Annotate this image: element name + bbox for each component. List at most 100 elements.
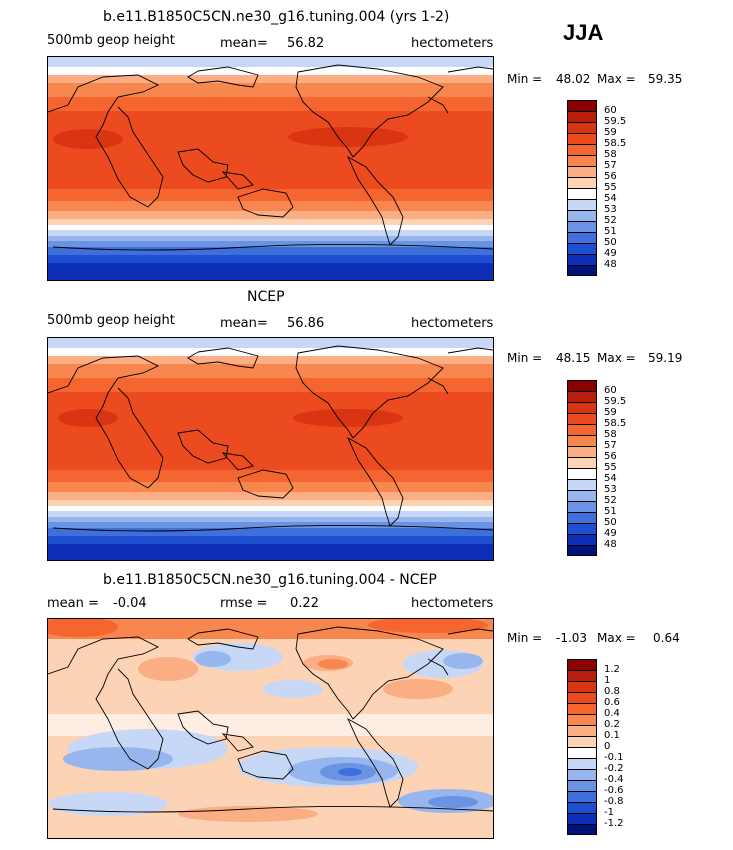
colorbar-swatch: [568, 458, 596, 469]
colorbar-swatch: [568, 266, 596, 275]
colorbar-label: 60: [604, 385, 617, 396]
colorbar-label: -0.1: [604, 752, 624, 763]
panel-2-colorbar: [567, 380, 597, 556]
panel-1-min-value: 48.02: [556, 72, 591, 86]
colorbar-swatch: [568, 660, 596, 671]
panel-3-max-value: 0.64: [653, 631, 680, 645]
colorbar-label: 48: [604, 259, 617, 270]
panel-3-rmse-label: rmse =: [220, 596, 268, 611]
colorbar-swatch: [568, 211, 596, 222]
colorbar-label: -0.4: [604, 774, 624, 785]
colorbar-label: 58: [604, 149, 617, 160]
colorbar-label: 49: [604, 528, 617, 539]
colorbar-label: 56: [604, 451, 617, 462]
colorbar-label: 0.4: [604, 708, 620, 719]
colorbar-label: 0.2: [604, 719, 620, 730]
colorbar-swatch: [568, 535, 596, 546]
colorbar-label: 59.5: [604, 396, 627, 407]
colorbar-swatch: [568, 513, 596, 524]
colorbar-swatch: [568, 112, 596, 123]
colorbar-label: 54: [604, 193, 617, 204]
colorbar-swatch: [568, 447, 596, 458]
colorbar-label: 52: [604, 495, 617, 506]
colorbar-swatch: [568, 381, 596, 392]
season-label: JJA: [563, 20, 604, 45]
colorbar-swatch: [568, 546, 596, 555]
colorbar-label: 53: [604, 484, 617, 495]
panel-3-max-label: Max =: [597, 631, 636, 645]
panel-3-rmse-value: 0.22: [290, 596, 319, 611]
panel-2-mean-label: mean=: [220, 316, 268, 331]
panel-3-mean-label: mean =: [47, 596, 99, 611]
colorbar-swatch: [568, 145, 596, 156]
colorbar-swatch: [568, 803, 596, 814]
colorbar-swatch: [568, 189, 596, 200]
panel-1-min-label: Min =: [507, 72, 543, 86]
panel-1-variable-label: 500mb geop height: [47, 33, 175, 48]
colorbar-label: 1: [604, 675, 611, 686]
colorbar-label: 53: [604, 204, 617, 215]
colorbar-swatch: [568, 825, 596, 834]
colorbar-label: 60: [604, 105, 617, 116]
colorbar-swatch: [568, 469, 596, 480]
panel-1-map: [47, 56, 494, 281]
colorbar-swatch: [568, 770, 596, 781]
colorbar-swatch: [568, 436, 596, 447]
panel-2-max-label: Max =: [597, 351, 636, 365]
colorbar-label: 59: [604, 127, 617, 138]
colorbar-label: 48: [604, 539, 617, 550]
panel-1-max-value: 59.35: [648, 72, 683, 86]
colorbar-swatch: [568, 392, 596, 403]
colorbar-label: 0.8: [604, 686, 620, 697]
colorbar-label: 54: [604, 473, 617, 484]
panel-2-units: hectometers: [411, 316, 494, 331]
colorbar-swatch: [568, 414, 596, 425]
colorbar-swatch: [568, 814, 596, 825]
panel-3-map: [47, 618, 494, 839]
colorbar-swatch: [568, 671, 596, 682]
colorbar-label: 58: [604, 429, 617, 440]
colorbar-label: -0.6: [604, 785, 624, 796]
colorbar-swatch: [568, 726, 596, 737]
colorbar-label: 0.6: [604, 697, 620, 708]
colorbar-swatch: [568, 748, 596, 759]
colorbar-swatch: [568, 156, 596, 167]
colorbar-swatch: [568, 502, 596, 513]
colorbar-swatch: [568, 737, 596, 748]
colorbar-label: -0.2: [604, 763, 624, 774]
colorbar-swatch: [568, 693, 596, 704]
panel-3-min-value: -1.03: [556, 631, 588, 645]
colorbar-label: 57: [604, 440, 617, 451]
colorbar-swatch: [568, 244, 596, 255]
colorbar-label: -1: [604, 807, 614, 818]
panel-1-max-label: Max =: [597, 72, 636, 86]
colorbar-swatch: [568, 403, 596, 414]
colorbar-label: 1.2: [604, 664, 620, 675]
colorbar-swatch: [568, 480, 596, 491]
panel-3-min-label: Min =: [507, 631, 543, 645]
panel-2-variable-label: 500mb geop height: [47, 313, 175, 328]
panel-1-units: hectometers: [411, 36, 494, 51]
colorbar-label: 58.5: [604, 418, 627, 429]
panel-3-colorbar: [567, 659, 597, 835]
colorbar-swatch: [568, 167, 596, 178]
colorbar-swatch: [568, 682, 596, 693]
colorbar-label: 50: [604, 237, 617, 248]
colorbar-label: 56: [604, 171, 617, 182]
colorbar-label: 59: [604, 407, 617, 418]
colorbar-swatch: [568, 200, 596, 211]
panel-3-units: hectometers: [411, 596, 494, 611]
colorbar-swatch: [568, 255, 596, 266]
colorbar-label: 59.5: [604, 116, 627, 127]
colorbar-swatch: [568, 715, 596, 726]
panel-2-max-value: 59.19: [648, 351, 683, 365]
panel-1-mean-label: mean=: [220, 36, 268, 51]
colorbar-label: 51: [604, 506, 617, 517]
colorbar-swatch: [568, 233, 596, 244]
panel-2-min-value: 48.15: [556, 351, 591, 365]
colorbar-label: 57: [604, 160, 617, 171]
colorbar-swatch: [568, 425, 596, 436]
colorbar-swatch: [568, 178, 596, 189]
panel-2-mean-value: 56.86: [287, 316, 325, 331]
colorbar-label: -0.8: [604, 796, 624, 807]
